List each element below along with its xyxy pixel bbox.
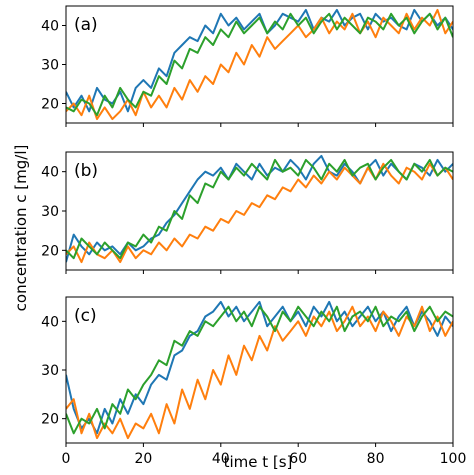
- x-tick-label: 40: [212, 451, 230, 467]
- y-tick-label: 30: [41, 58, 59, 74]
- series-line-1: [66, 154, 453, 263]
- y-tick-label: 30: [41, 204, 59, 220]
- y-axis-label: concentration c [mg/l]: [12, 145, 30, 312]
- y-tick-label: 20: [41, 243, 59, 259]
- series-line-3: [66, 12, 453, 117]
- series-line-3: [66, 305, 453, 435]
- series-line-1: [66, 300, 453, 435]
- panel-label: (b): [74, 161, 98, 181]
- series-line-2: [66, 8, 453, 121]
- panel-c: 20 30 40 0 20 40 60 80 100 (c): [41, 296, 467, 467]
- panel-label: (a): [74, 15, 98, 35]
- panel-b: 20 30 40 (b): [41, 151, 454, 274]
- y-tick-label: 20: [41, 97, 59, 113]
- y-tick-label: 40: [41, 314, 59, 330]
- y-tick-label: 20: [41, 412, 59, 428]
- series-line-2: [66, 162, 453, 264]
- panel-label: (c): [74, 306, 97, 326]
- series-line-1: [66, 8, 453, 113]
- x-tick-label: 60: [289, 451, 307, 467]
- panel-a: 20 30 40 (a): [41, 5, 454, 127]
- x-tick-label: 20: [134, 451, 152, 467]
- x-tick-label: 0: [62, 451, 71, 467]
- series-line-2: [66, 305, 453, 440]
- y-tick-label: 40: [41, 19, 59, 35]
- y-tick-label: 40: [41, 165, 59, 181]
- y-tick-label: 30: [41, 363, 59, 379]
- x-tick-label: 80: [367, 451, 385, 467]
- series-line-3: [66, 158, 453, 260]
- x-axis-label: time t [s]: [224, 453, 293, 471]
- x-tick-label: 100: [440, 451, 467, 467]
